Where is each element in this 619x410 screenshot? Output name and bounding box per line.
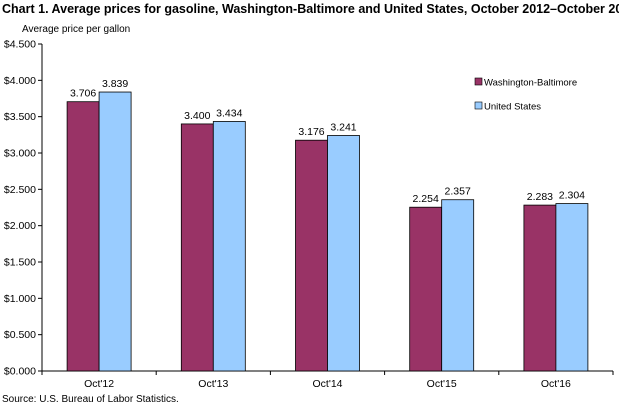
source-note: Source: U.S. Bureau of Labor Statistics. <box>2 394 179 405</box>
data-label: 3.241 <box>330 121 356 133</box>
bar-united-states <box>98 91 132 372</box>
y-tick-label: $1.000 <box>4 293 36 305</box>
x-tick-label: Oct'16 <box>541 378 571 390</box>
legend-label: Washington-Baltimore <box>484 78 577 89</box>
y-axis-label: Average price per gallon <box>22 24 131 35</box>
data-label: 3.839 <box>102 78 128 90</box>
y-tick-label: $0.500 <box>4 329 36 341</box>
data-label: 2.254 <box>413 193 439 205</box>
x-tick-label: Oct'13 <box>198 378 228 390</box>
data-label: 3.176 <box>298 126 324 138</box>
bar-washington-baltimore <box>409 206 443 372</box>
bar-united-states <box>555 203 589 372</box>
bar-united-states <box>212 121 246 372</box>
data-label: 3.706 <box>70 88 96 100</box>
bar-washington-baltimore <box>523 204 557 372</box>
data-label: 2.357 <box>445 186 471 198</box>
bar-washington-baltimore <box>180 123 214 372</box>
data-label: 2.283 <box>527 191 553 203</box>
x-tick-label: Oct'14 <box>312 378 342 390</box>
bar-washington-baltimore <box>66 101 100 372</box>
bar-united-states <box>327 135 360 372</box>
data-label: 3.400 <box>184 110 210 122</box>
chart-title: Chart 1. Average prices for gasoline, Wa… <box>2 2 619 16</box>
y-tick-label: $4.000 <box>4 75 36 87</box>
bar-united-states <box>441 199 475 372</box>
y-tick-label: $2.500 <box>4 184 36 196</box>
bar-washington-baltimore <box>295 139 328 372</box>
data-label: 2.304 <box>559 190 585 202</box>
y-tick-label: $4.500 <box>4 39 36 51</box>
y-tick-label: $3.000 <box>4 148 36 160</box>
x-tick-label: Oct'15 <box>427 378 457 390</box>
y-tick-label: $1.500 <box>4 257 36 269</box>
y-tick-label: $3.500 <box>4 111 36 123</box>
y-tick-label: $0.000 <box>4 366 36 378</box>
legend-swatch <box>474 77 483 86</box>
legend-swatch <box>474 101 483 110</box>
x-tick-label: Oct'12 <box>84 378 114 390</box>
data-label: 3.434 <box>216 107 242 119</box>
legend-label: United States <box>484 102 541 113</box>
y-tick-label: $2.000 <box>4 220 36 232</box>
